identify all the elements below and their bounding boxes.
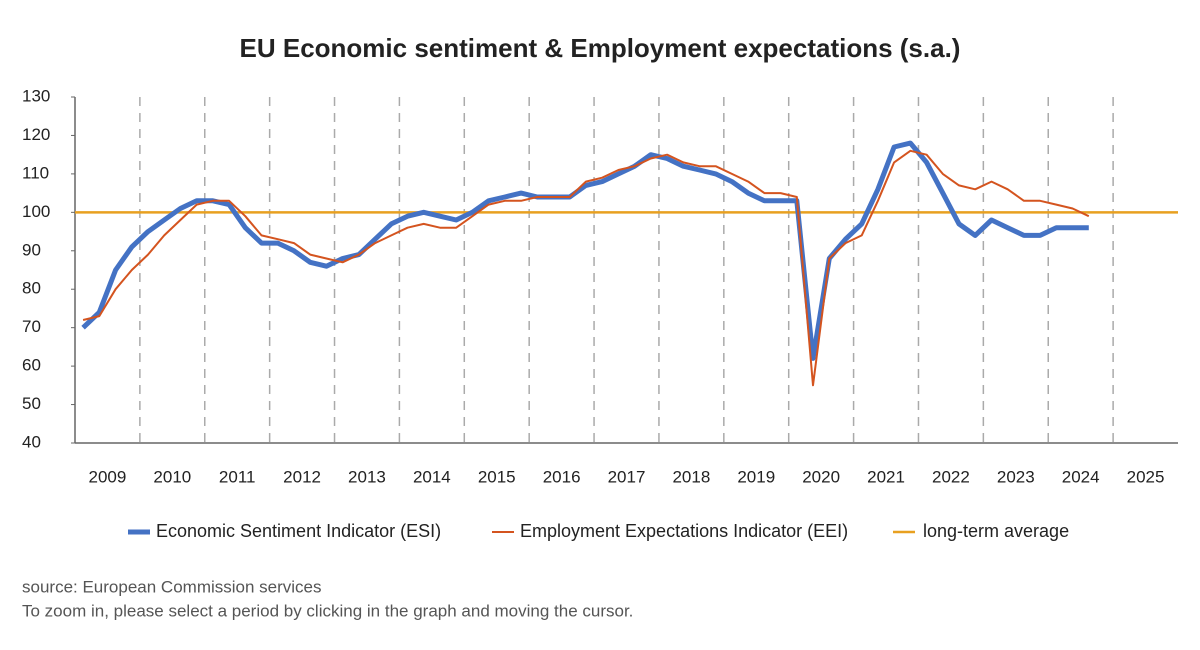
y-tick-label: 70 — [22, 317, 41, 336]
series-line — [81, 140, 1089, 361]
x-tick-label: 2024 — [1062, 467, 1100, 486]
source-note: source: European Commission services — [22, 577, 322, 596]
x-tick-label: 2013 — [348, 467, 386, 486]
series-line — [82, 149, 1090, 387]
x-tick-label: 2017 — [608, 467, 646, 486]
y-tick-label: 90 — [22, 240, 41, 259]
x-tick-label: 2021 — [867, 467, 905, 486]
y-tick-label: 130 — [22, 86, 50, 105]
chart-title: EU Economic sentiment & Employment expec… — [240, 33, 961, 63]
x-tick-label: 2023 — [997, 467, 1035, 486]
x-tick-label: 2020 — [802, 467, 840, 486]
y-tick-label: 80 — [22, 279, 41, 298]
x-tick-label: 2025 — [1127, 467, 1165, 486]
x-tick-label: 2014 — [413, 467, 451, 486]
x-tick-label: 2009 — [89, 467, 127, 486]
y-tick-label: 50 — [22, 394, 41, 413]
x-tick-label: 2016 — [543, 467, 581, 486]
y-tick-label: 120 — [22, 125, 50, 144]
y-tick-label: 60 — [22, 356, 41, 375]
legend-label: Employment Expectations Indicator (EEI) — [520, 521, 848, 541]
y-tick-label: 110 — [22, 163, 49, 182]
x-tick-label: 2015 — [478, 467, 516, 486]
x-tick-label: 2010 — [153, 467, 191, 486]
x-tick-label: 2018 — [672, 467, 710, 486]
x-tick-label: 2019 — [737, 467, 775, 486]
x-tick-label: 2012 — [283, 467, 321, 486]
legend-label: Economic Sentiment Indicator (ESI) — [156, 521, 441, 541]
x-tick-label: 2022 — [932, 467, 970, 486]
zoom-note: To zoom in, please select a period by cl… — [22, 601, 633, 620]
x-tick-label: 2011 — [219, 467, 256, 486]
legend-label: long-term average — [923, 521, 1069, 541]
y-tick-label: 40 — [22, 432, 41, 451]
y-tick-label: 100 — [22, 202, 50, 221]
